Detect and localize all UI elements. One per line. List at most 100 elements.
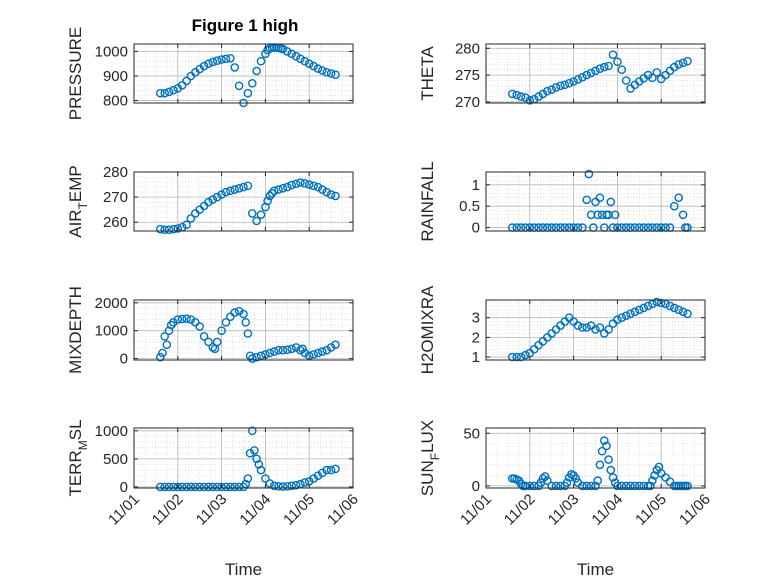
- data-point: [678, 58, 688, 68]
- data-point: [551, 83, 561, 92]
- data-point: [331, 340, 340, 350]
- data-point: [195, 322, 204, 331]
- data-point: [521, 350, 530, 360]
- data-point: [670, 303, 679, 313]
- data-point: [678, 307, 688, 317]
- data-point: [326, 465, 336, 475]
- data-series: [507, 50, 692, 105]
- data-point: [643, 70, 653, 80]
- data-point: [169, 224, 178, 234]
- data-point: [217, 55, 226, 64]
- data-point: [595, 64, 605, 73]
- data-point: [204, 337, 213, 347]
- data-point: [593, 476, 603, 485]
- axes-box: [485, 43, 706, 104]
- data-point: [234, 81, 244, 91]
- y-axis-label: THETA: [418, 46, 437, 101]
- data-point: [239, 182, 248, 192]
- data-point: [300, 178, 310, 188]
- data-point: [221, 54, 231, 64]
- data-point: [648, 73, 657, 83]
- data-point: [247, 426, 257, 436]
- x-tick-label: 11/05: [280, 491, 318, 529]
- data-point: [591, 481, 600, 491]
- data-point: [613, 315, 622, 325]
- data-point: [313, 471, 323, 481]
- data-point: [217, 190, 226, 199]
- data-point: [217, 482, 226, 492]
- data-point: [309, 61, 318, 71]
- x-tick-label: 11/06: [324, 491, 362, 529]
- data-point: [177, 482, 187, 492]
- x-tick-label: 11/06: [676, 491, 714, 529]
- data-point: [247, 209, 257, 218]
- data-point: [256, 351, 266, 361]
- data-point: [525, 481, 535, 491]
- y-tick-label: 500: [103, 451, 128, 468]
- data-point: [155, 224, 165, 234]
- data-point: [256, 465, 266, 475]
- data-point: [656, 298, 666, 308]
- data-point: [562, 478, 572, 488]
- subplot-sun_flux: 0 50 11/01 11/02 11/03 11/04 11/05 11/06 Time SUN…: [418, 420, 714, 579]
- data-point: [252, 454, 261, 464]
- data-point: [296, 54, 305, 64]
- data-point: [173, 482, 183, 492]
- data-point: [652, 68, 662, 77]
- data-series: [155, 178, 340, 234]
- data-point: [263, 196, 272, 206]
- data-point: [547, 85, 557, 94]
- data-point: [186, 482, 196, 492]
- data-point: [282, 345, 292, 355]
- data-point: [674, 193, 684, 202]
- data-point: [543, 476, 552, 485]
- data-point: [578, 323, 587, 332]
- data-point: [309, 474, 318, 483]
- data-point: [300, 56, 310, 66]
- y-axis-label: PRESSURE: [66, 27, 85, 121]
- data-point: [208, 57, 218, 67]
- data-point: [169, 317, 178, 327]
- axes-box: [133, 427, 354, 489]
- data-point: [600, 436, 609, 445]
- data-point: [646, 481, 655, 491]
- data-point: [269, 481, 279, 491]
- data-point: [269, 186, 279, 196]
- data-point: [322, 187, 332, 197]
- subplot-h2omixra: 1 2 3 H2OMIXRA: [418, 285, 706, 374]
- data-point: [239, 309, 248, 319]
- data-point: [160, 88, 169, 98]
- data-point: [608, 50, 618, 60]
- data-point: [199, 482, 209, 492]
- data-point: [304, 180, 314, 189]
- data-point: [564, 78, 574, 88]
- data-point: [204, 59, 213, 69]
- data-point: [670, 201, 679, 211]
- data-point: [606, 465, 616, 475]
- data-point: [282, 47, 292, 56]
- data-point: [204, 482, 213, 492]
- data-series: [507, 297, 692, 362]
- data-point: [582, 323, 592, 332]
- data-point: [643, 301, 653, 311]
- data-point: [296, 178, 305, 187]
- data-point: [582, 70, 592, 80]
- data-point: [326, 343, 336, 352]
- data-point: [626, 309, 635, 319]
- data-point: [578, 73, 587, 82]
- data-point: [516, 479, 526, 489]
- data-point: [683, 56, 692, 66]
- y-axis-label: TERRMSL: [66, 419, 90, 496]
- y-tick-label: 3: [472, 310, 480, 327]
- data-point: [182, 220, 191, 229]
- y-tick-label: 1: [472, 349, 480, 366]
- data-series: [155, 306, 340, 363]
- data-point: [243, 181, 253, 191]
- data-point: [217, 326, 226, 336]
- data-point: [591, 66, 600, 76]
- data-point: [586, 481, 596, 491]
- data-point: [243, 88, 253, 98]
- data-point: [597, 446, 607, 456]
- subplot-pressure: 800 900 1000 PRESSURE: [66, 27, 354, 121]
